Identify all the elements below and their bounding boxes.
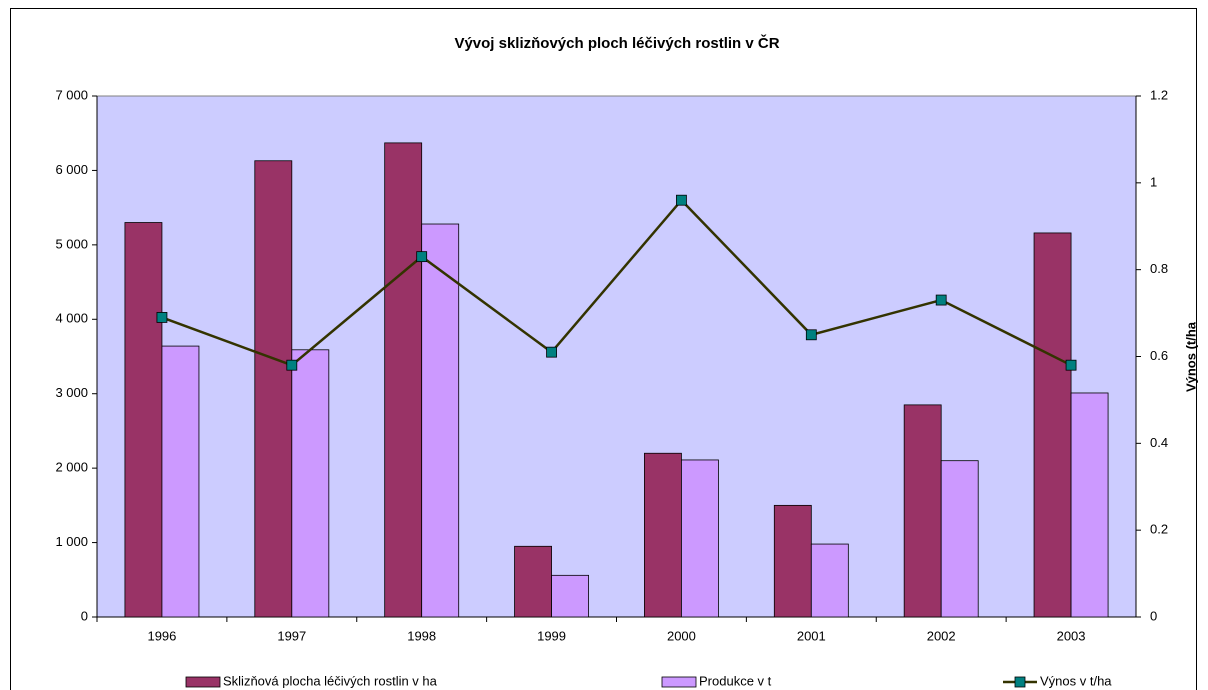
bar: [384, 142, 423, 618]
bar: [644, 452, 682, 618]
y-tick-label: 3 000: [55, 385, 88, 400]
marker: [676, 194, 687, 206]
legend-swatch: [661, 676, 697, 688]
x-tick-label: 2002: [927, 628, 956, 643]
y-tick-label: 7 000: [55, 87, 88, 102]
y-tick-label: 4 000: [55, 311, 88, 326]
x-tick-label: 1998: [407, 628, 436, 643]
legend-swatch: [185, 676, 221, 688]
legend-label: Produkce v t: [699, 673, 772, 688]
legend-label: Sklizňová plocha léčivých rostlin v ha: [223, 673, 438, 688]
marker: [416, 251, 428, 263]
marker: [546, 346, 557, 358]
bar: [421, 223, 460, 618]
line: [161, 198, 1072, 367]
marker: [286, 359, 298, 371]
bar: [551, 574, 589, 618]
bar: [681, 459, 719, 618]
bar: [254, 160, 293, 618]
bar: [1033, 232, 1072, 618]
bar: [124, 222, 163, 618]
bar: [903, 404, 942, 618]
y-tick-label: 5 000: [55, 236, 88, 251]
y2-tick-label: 1.2: [1150, 87, 1168, 102]
bar: [514, 545, 552, 618]
y-tick-label: 0: [81, 608, 88, 623]
bar: [773, 504, 812, 618]
x-tick-label: 2001: [797, 628, 826, 643]
marker: [156, 312, 168, 323]
legend-marker: [1014, 676, 1026, 688]
bar: [161, 345, 200, 618]
chart-title: Vývoj sklizňových ploch léčivých rostlin…: [454, 34, 779, 52]
y-tick-label: 2 000: [55, 460, 88, 475]
x-tick-label: 1996: [147, 628, 176, 643]
bar: [940, 460, 979, 618]
marker: [935, 294, 947, 306]
marker: [805, 329, 817, 341]
y-tick-label: 1 000: [55, 534, 88, 549]
bar: [810, 543, 849, 618]
bar: [1070, 392, 1109, 618]
y2-tick-label: 0.8: [1150, 261, 1168, 276]
y2-tick-label: 1: [1150, 174, 1157, 189]
x-tick-label: 1999: [537, 628, 566, 643]
plot-area: [96, 95, 1137, 618]
y2-tick-label: 0.2: [1150, 522, 1168, 537]
y2-tick-label: 0.6: [1150, 348, 1168, 363]
x-tick-label: 2000: [667, 628, 696, 643]
legend-label: Výnos v t/ha: [1040, 673, 1112, 688]
x-tick-label: 2003: [1057, 628, 1086, 643]
y-tick-label: 6 000: [55, 162, 88, 177]
y2-tick-label: 0: [1150, 608, 1157, 623]
y2-axis-title: Výnos (t/ha: [1183, 321, 1198, 392]
bar: [291, 349, 330, 618]
x-tick-label: 1997: [277, 628, 306, 643]
y2-tick-label: 0.4: [1150, 435, 1168, 450]
marker: [1065, 359, 1077, 371]
